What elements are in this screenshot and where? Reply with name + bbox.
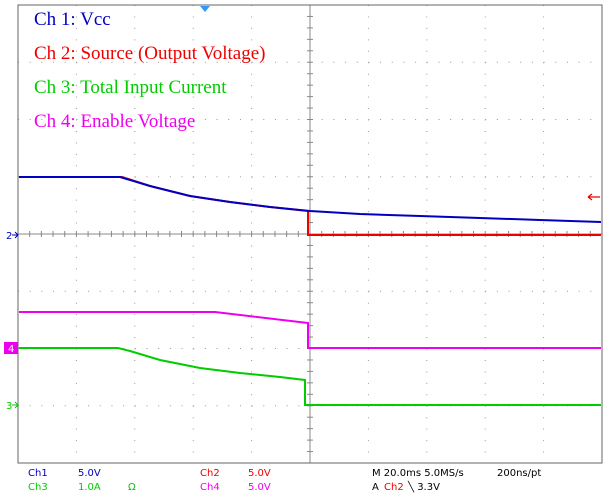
ch3-scale: 1.0A: [78, 482, 101, 493]
record-length: 200ns/pt: [497, 468, 541, 479]
ch3-trace: [19, 347, 601, 406]
trigger-level: [587, 193, 600, 201]
trigger-position: [200, 6, 210, 12]
trigger-prefix: A: [372, 482, 379, 493]
ch3-marker-arrow: [12, 401, 19, 409]
ch2-marker-arrow: [12, 231, 19, 239]
ch1-name: Ch1: [28, 468, 48, 479]
graticule-border: [17, 4, 603, 464]
ch4-scale: 5.0V: [248, 482, 271, 493]
timebase: M 20.0ms 5.0MS/s: [372, 468, 464, 479]
legend-ch3: Ch 3: Total Input Current: [34, 77, 227, 98]
ch4-trace: [19, 311, 601, 349]
ch2-scale: 5.0V: [248, 468, 271, 479]
ch3-name: Ch3: [28, 482, 48, 493]
ch4-name: Ch4: [200, 482, 220, 493]
legend-ch2: Ch 2: Source (Output Voltage): [34, 43, 266, 64]
ch2-name: Ch2: [200, 468, 220, 479]
ch2-marker: 2: [6, 231, 12, 242]
trigger-level-text: ╲ 3.3V: [407, 480, 440, 493]
ch1-trace: [19, 176, 602, 223]
trigger-source: Ch2: [384, 482, 404, 493]
ch4-marker: 4: [8, 344, 14, 355]
ch4-marker-box: [4, 342, 18, 354]
legend-ch4: Ch 4: Enable Voltage: [34, 111, 195, 132]
ch3-marker: 3: [6, 401, 12, 412]
ch1-scale: 5.0V: [78, 468, 101, 479]
ch3-coupling: Ω: [128, 482, 136, 493]
legend-ch1: Ch 1: Vcc: [34, 9, 111, 30]
